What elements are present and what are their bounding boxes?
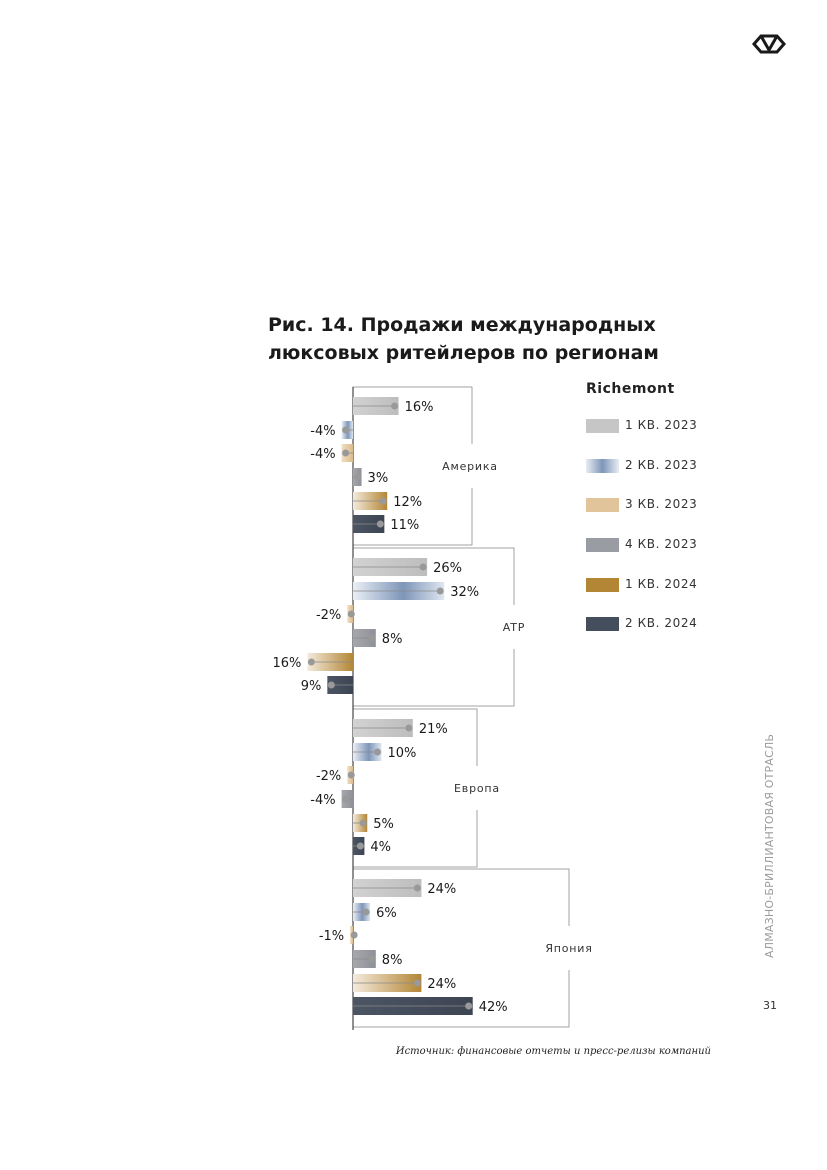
legend-item: 2 КВ. 2024: [586, 616, 786, 657]
data-label: 12%: [393, 495, 422, 510]
company-logo-icon: [752, 34, 786, 54]
region-label-background: [529, 926, 609, 970]
bar-end-marker: [342, 795, 350, 803]
bar-end-marker: [359, 819, 367, 827]
bar-end-marker: [465, 1002, 473, 1010]
data-label: 6%: [376, 906, 397, 921]
bar-end-marker: [379, 497, 387, 505]
bar-end-marker: [350, 931, 358, 939]
legend-item: 1 КВ. 2023: [586, 418, 786, 459]
bar-end-marker: [374, 748, 381, 756]
legend-item: 3 КВ. 2023: [586, 497, 786, 538]
data-label: 8%: [382, 632, 403, 647]
region-label-background: [430, 444, 510, 488]
data-label: 11%: [390, 518, 419, 533]
data-label: 16%: [272, 656, 301, 671]
bar-end-marker: [342, 449, 350, 457]
legend-label: 1 КВ. 2024: [625, 576, 698, 591]
figure-title-line-2: люксовых ритейлеров по регионам: [268, 342, 659, 364]
data-label: -2%: [316, 769, 341, 784]
bar-end-marker: [391, 402, 399, 410]
data-label: 4%: [370, 840, 391, 855]
region-label: ATP: [503, 621, 525, 634]
data-label: 21%: [419, 722, 448, 737]
data-label: 24%: [427, 977, 456, 992]
legend-item: 1 КВ. 2024: [586, 576, 786, 618]
bar-end-marker: [413, 979, 421, 987]
region-label: Япония: [545, 942, 592, 955]
legend-swatch: [586, 458, 619, 473]
data-label: 8%: [382, 953, 403, 968]
legend-label: 3 КВ. 2023: [625, 497, 698, 512]
data-label: 26%: [433, 561, 462, 576]
data-label: -4%: [310, 424, 335, 439]
data-label: -1%: [319, 929, 344, 944]
region-label: Америка: [442, 460, 498, 473]
legend-items: 1 КВ. 2023 2 КВ. 2023 3 КВ. 2023 4 КВ. 2023…: [586, 418, 786, 657]
data-label: 5%: [373, 817, 394, 832]
legend-swatch: [586, 498, 619, 513]
bar-end-marker: [307, 658, 315, 666]
source-note: Источник: финансовые отчеты и пресс-рели…: [395, 1046, 711, 1057]
bar-end-marker: [436, 587, 444, 595]
bar-end-marker: [362, 908, 370, 916]
legend-item: 4 КВ. 2023: [586, 537, 786, 578]
bar-end-marker: [342, 426, 350, 434]
legend-swatch: [586, 617, 619, 632]
data-label: -2%: [316, 608, 341, 623]
legend-label: 1 КВ. 2023: [625, 418, 698, 432]
page-number: 31: [763, 999, 777, 1012]
figure-title: Рис. 14. Продажи международных люксовых …: [268, 311, 688, 367]
data-label: 16%: [405, 400, 434, 415]
legend-item: 2 КВ. 2023: [586, 457, 786, 499]
bar-end-marker: [327, 681, 335, 689]
region-label-background: [474, 605, 554, 649]
data-label: 3%: [368, 471, 389, 486]
legend-swatch: [586, 419, 619, 433]
bar-end-marker: [356, 842, 364, 850]
bar-end-marker: [347, 610, 355, 618]
data-label: -4%: [310, 447, 335, 462]
legend-label: 2 КВ. 2023: [625, 457, 698, 472]
legend: Richemont 1 КВ. 2023 2 КВ. 2023 3 КВ. 2023…: [586, 381, 786, 657]
bar-end-marker: [354, 473, 362, 481]
bar-end-marker: [405, 724, 413, 732]
legend-label: 4 КВ. 2023: [625, 537, 698, 552]
legend-label: 2 КВ. 2024: [625, 616, 698, 631]
bar-end-marker: [413, 884, 421, 892]
figure-title-line-1: Рис. 14. Продажи международных: [268, 314, 656, 336]
bar-end-marker: [347, 771, 355, 779]
data-label: -4%: [310, 793, 335, 808]
bar-end-marker: [368, 634, 376, 642]
data-label: 24%: [427, 882, 456, 897]
data-label: 10%: [388, 746, 417, 761]
data-label: 32%: [450, 585, 479, 600]
legend-title: Richemont: [586, 381, 675, 397]
region-label: Европа: [454, 782, 500, 795]
legend-swatch: [586, 538, 619, 553]
bar-end-marker: [419, 563, 427, 571]
region-label-background: [437, 766, 517, 810]
data-label: 9%: [301, 679, 322, 694]
bar-end-marker: [376, 520, 384, 528]
side-section-label: АЛМАЗНО-БРИЛЛИАНТОВАЯ ОТРАСЛЬ: [763, 733, 776, 958]
bar-end-marker: [368, 955, 376, 963]
data-label: 42%: [479, 1000, 508, 1015]
legend-swatch: [586, 577, 619, 592]
